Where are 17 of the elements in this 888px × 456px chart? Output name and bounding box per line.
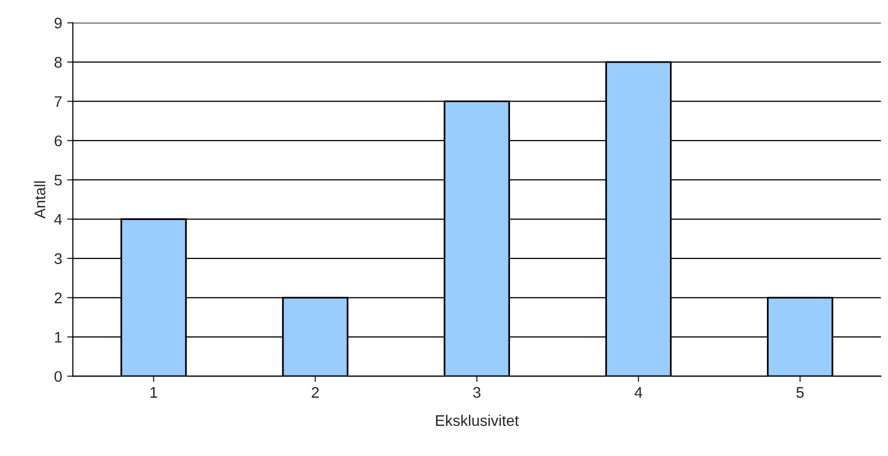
x-tick-label: 4	[634, 387, 642, 398]
y-tick-label: 0	[54, 371, 62, 382]
x-tick-label: 2	[312, 387, 319, 398]
y-tick-label: 9	[54, 18, 62, 28]
y-tick-label: 3	[54, 253, 62, 264]
y-tick-label: 4	[54, 214, 62, 225]
y-tick-label: 1	[55, 332, 62, 342]
y-axis-title: Antall	[34, 181, 46, 219]
x-tick-label: 5	[796, 387, 804, 398]
y-tick-label: 6	[54, 135, 62, 146]
x-axis-title: Eksklusivitet	[436, 414, 519, 426]
y-tick-label: 8	[54, 56, 62, 68]
x-tick-label: 1	[150, 387, 158, 398]
x-tick-label: 3	[473, 387, 480, 398]
y-tick-label: 7	[54, 96, 62, 107]
y-tick-label: 5	[54, 174, 62, 186]
y-tick-label: 2	[54, 292, 62, 304]
